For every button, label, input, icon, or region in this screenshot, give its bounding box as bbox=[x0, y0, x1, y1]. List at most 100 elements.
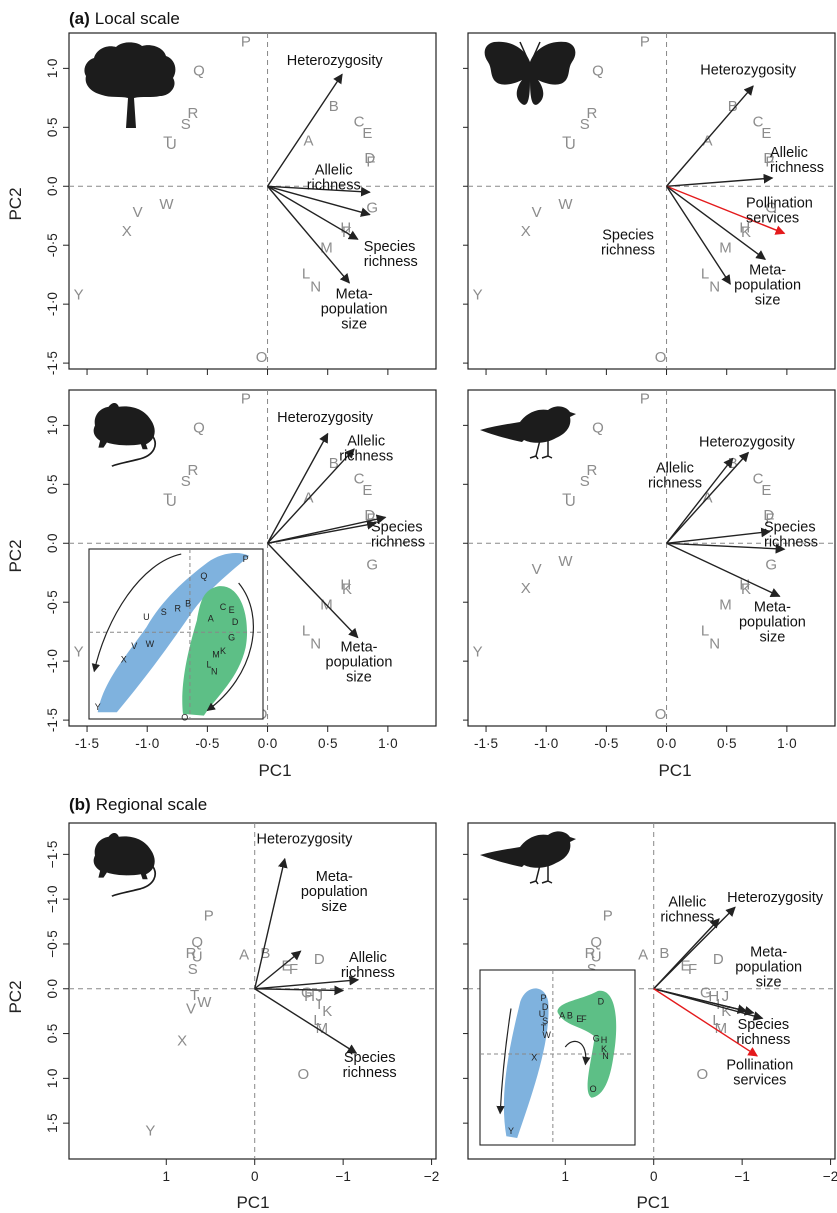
inset-point-N: N bbox=[211, 666, 218, 676]
section-a-title: Local scale bbox=[95, 9, 180, 28]
point-B: B bbox=[659, 945, 669, 962]
inset-point-D: D bbox=[542, 1002, 549, 1012]
inset-point-L: L bbox=[207, 660, 212, 670]
vector-arrow-1 bbox=[267, 448, 355, 544]
inset-point-U: U bbox=[539, 1009, 546, 1019]
inset-point-A: A bbox=[559, 1011, 565, 1021]
point-D: D bbox=[314, 951, 325, 968]
x-tick-label: -1·0 bbox=[534, 736, 558, 751]
point-P: P bbox=[241, 390, 251, 407]
x-tick-label: 0·5 bbox=[318, 736, 338, 751]
point-X: X bbox=[521, 223, 531, 240]
point-C: C bbox=[753, 113, 764, 130]
inset-arrow-blue bbox=[496, 1008, 512, 1115]
point-M: M bbox=[320, 240, 333, 257]
point-K: K bbox=[322, 1003, 332, 1020]
x-tick-label: −2 bbox=[823, 1169, 837, 1184]
point-Q: Q bbox=[193, 420, 205, 437]
point-R: R bbox=[188, 462, 199, 479]
inset-point-B: B bbox=[567, 1011, 573, 1021]
point-F: F bbox=[765, 154, 774, 171]
point-Y: Y bbox=[145, 1122, 155, 1139]
inset-point-E: E bbox=[576, 1014, 582, 1024]
y-tick-label: -1·0 bbox=[45, 292, 60, 316]
point-H: H bbox=[304, 988, 315, 1005]
point-N: N bbox=[709, 635, 720, 652]
point-E: E bbox=[681, 957, 691, 974]
point-Y: Y bbox=[473, 644, 483, 661]
inset-point-S: S bbox=[542, 1016, 548, 1026]
inset-point-O: O bbox=[181, 712, 188, 722]
point-P: P bbox=[640, 390, 650, 407]
inset-point-R: R bbox=[174, 604, 181, 614]
point-K: K bbox=[721, 1003, 731, 1020]
vector-arrow-0 bbox=[666, 85, 754, 187]
x-axis-title-mouse-regional: PC1 bbox=[236, 1193, 269, 1212]
y-tick-label: 1·5 bbox=[45, 1113, 60, 1133]
panels-container: -1·5-1·0-0·50·00·51·0PQRSTUVWXYABCEDFGHK… bbox=[45, 32, 837, 1184]
point-K: K bbox=[741, 581, 751, 598]
point-D: D bbox=[364, 150, 375, 167]
point-G: G bbox=[765, 199, 777, 216]
vector-label-3: Species richness bbox=[601, 227, 655, 258]
y-tick-label: 1·0 bbox=[45, 59, 60, 79]
point-A: A bbox=[239, 947, 249, 964]
x-axis-title-bird-local: PC1 bbox=[658, 761, 691, 780]
point-Q: Q bbox=[193, 63, 205, 80]
point-A: A bbox=[638, 947, 648, 964]
vector-label-2: Species richness bbox=[764, 519, 818, 550]
point-M: M bbox=[715, 1020, 728, 1037]
y-tick-label: -0·5 bbox=[45, 233, 60, 257]
point-C: C bbox=[354, 113, 365, 130]
x-tick-label: 0·0 bbox=[258, 736, 278, 751]
vector-arrow-4 bbox=[666, 185, 766, 260]
point-T: T bbox=[562, 133, 571, 150]
point-O: O bbox=[655, 706, 667, 723]
point-D: D bbox=[763, 507, 774, 524]
y-tick-label: -1·0 bbox=[45, 649, 60, 673]
x-tick-label: -0·5 bbox=[195, 736, 219, 751]
point-Y: Y bbox=[473, 287, 483, 304]
vector-label-4: Species richness bbox=[343, 1050, 397, 1081]
y-tick-label: 0·5 bbox=[45, 118, 60, 138]
point-Q: Q bbox=[592, 420, 604, 437]
inset-point-T: T bbox=[541, 1023, 547, 1033]
x-tick-label: 0 bbox=[251, 1169, 259, 1184]
vector-arrow-0 bbox=[266, 73, 343, 187]
point-X: X bbox=[122, 223, 132, 240]
point-R: R bbox=[585, 945, 596, 962]
point-W: W bbox=[558, 553, 573, 570]
inset-point-X: X bbox=[531, 1053, 537, 1063]
vector-label-4: Meta-population size bbox=[739, 600, 806, 646]
vector-label-2: Species richness bbox=[371, 519, 425, 550]
section-b-title: Regional scale bbox=[96, 795, 208, 814]
inset-point-D: D bbox=[232, 617, 239, 627]
point-L: L bbox=[302, 623, 310, 640]
point-H: H bbox=[340, 220, 351, 237]
point-G: G bbox=[765, 556, 777, 573]
y-tick-label: 0·5 bbox=[45, 1024, 60, 1044]
y-tick-label: -0·5 bbox=[45, 590, 60, 614]
point-H: H bbox=[739, 220, 750, 237]
vector-label-0: Allelic richness bbox=[660, 894, 714, 925]
point-V: V bbox=[532, 204, 542, 221]
point-O: O bbox=[298, 1066, 310, 1083]
x-tick-label: 1 bbox=[163, 1169, 171, 1184]
point-S: S bbox=[580, 116, 590, 133]
point-L: L bbox=[302, 266, 310, 283]
inset-arrow-green bbox=[206, 582, 254, 711]
svg-text:(b)Regional scale: (b) Regional scale bbox=[69, 795, 207, 814]
point-R: R bbox=[587, 462, 598, 479]
inset-green-region bbox=[182, 586, 248, 716]
inset-point-U: U bbox=[143, 612, 150, 622]
point-D: D bbox=[763, 150, 774, 167]
section-a-label: (a) Local scale bbox=[69, 9, 180, 28]
vector-arrow-2 bbox=[666, 542, 786, 554]
point-O: O bbox=[697, 1066, 709, 1083]
inset-green-region bbox=[557, 990, 617, 1098]
inset-point-A: A bbox=[208, 614, 214, 624]
vector-arrow-3 bbox=[267, 185, 359, 240]
vector-arrow-0 bbox=[666, 451, 750, 544]
